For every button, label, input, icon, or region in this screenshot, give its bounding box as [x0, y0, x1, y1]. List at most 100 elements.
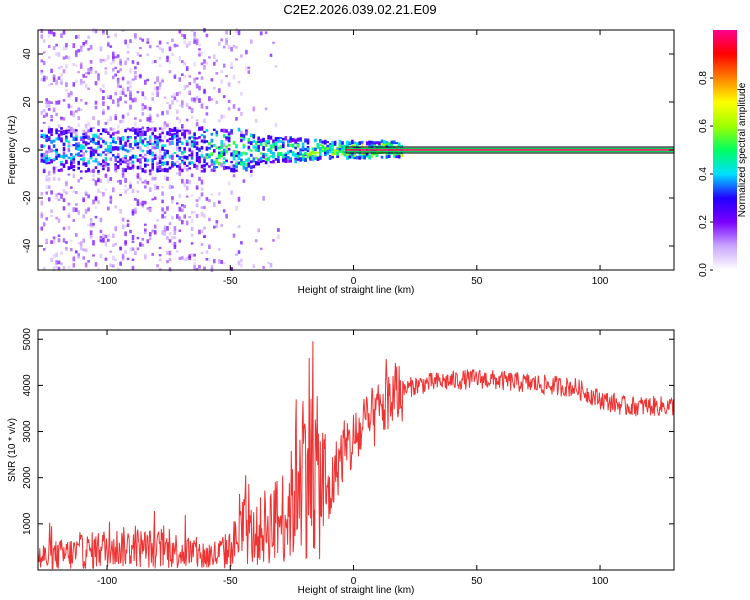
spectrogram-cell: [193, 262, 196, 266]
spectrogram-cell: [126, 80, 130, 85]
spectrogram-cell: [254, 239, 258, 243]
spectrogram-cell: [40, 155, 44, 159]
spectrogram-cell: [245, 158, 248, 162]
spectrogram-cell: [47, 150, 51, 154]
spectrogram-cell: [42, 152, 46, 158]
spectrogram-cell: [259, 142, 263, 146]
spectrogram-cell: [213, 54, 216, 59]
spectrogram-cell: [114, 73, 117, 77]
spectrogram-cell: [168, 137, 172, 141]
spectrogram-cell: [353, 141, 357, 146]
spectrogram-cell: [227, 140, 231, 143]
spectrogram-cell: [75, 233, 78, 237]
spectrogram-cell: [289, 140, 292, 143]
spectrogram-cell: [166, 123, 169, 128]
spectrogram-cell: [225, 159, 228, 162]
spectrogram-cell: [346, 156, 349, 160]
spectrogram-cell: [99, 239, 103, 243]
spectrogram-cell: [385, 153, 389, 159]
spectrogram-cell: [87, 87, 90, 91]
spectrogram-cell: [205, 146, 209, 151]
spectrogram-cell: [50, 129, 53, 134]
spectrogram-cell: [220, 223, 223, 228]
spectrogram-cell: [94, 29, 98, 34]
spectrogram-cell: [163, 155, 167, 159]
spectrogram-cell: [151, 165, 154, 170]
spectrogram-cell: [183, 34, 186, 40]
spectrogram-cell: [139, 132, 142, 137]
spectrogram-cell: [193, 164, 196, 169]
spectrogram-cell: [252, 134, 256, 139]
spectrogram-cell: [282, 143, 285, 149]
spectrogram-cell: [65, 46, 68, 51]
spectrogram-cell: [168, 267, 172, 272]
colorbar: 0.00.20.40.60.8 Normalized spectral ampl…: [698, 30, 748, 277]
spectrogram-cell: [200, 229, 204, 234]
spectrogram-cell: [131, 240, 135, 243]
spectrogram-cell: [188, 75, 191, 78]
spectrogram-cell: [136, 158, 140, 163]
spectrogram-cell: [198, 176, 201, 181]
spectrogram-cell: [139, 130, 142, 134]
spectrogram-cell: [72, 159, 76, 164]
spectrogram-cell: [97, 75, 100, 81]
spectrogram-cell: [220, 154, 223, 158]
spectrogram-cell: [205, 250, 209, 254]
spectrogram-cell: [176, 92, 179, 96]
spectrogram-cell: [65, 130, 68, 135]
spectrogram-cell: [141, 204, 145, 208]
spectrogram-cell: [198, 52, 201, 57]
spectrogram-cell: [57, 238, 61, 243]
spectrogram-cell: [156, 219, 159, 222]
spectrogram-cell: [235, 117, 238, 121]
spectrogram-cell: [166, 176, 169, 181]
spectrogram-cell: [311, 149, 315, 154]
x-tick-label: 50: [471, 276, 483, 287]
spectrogram-cell: [195, 199, 199, 202]
spectrogram-cell: [75, 136, 78, 141]
spectrogram-cell: [109, 194, 113, 198]
spectrogram-cell: [309, 157, 312, 160]
spectrogram-cell: [136, 180, 140, 184]
spectrogram-cell: [45, 138, 48, 142]
spectrogram-cell: [168, 133, 172, 136]
spectrogram-cell: [287, 139, 290, 142]
spectrogram-cell: [326, 141, 329, 144]
spectrogram-cell: [146, 38, 150, 42]
spectrogram-cell: [107, 238, 110, 242]
spectrogram-cell: [190, 242, 194, 245]
spectrogram-cell: [232, 233, 236, 238]
spectrogram-cell: [235, 160, 238, 164]
spectrogram-cell: [109, 199, 113, 204]
spectrogram-cell: [77, 255, 80, 259]
spectrogram-cell: [208, 153, 211, 156]
spectrogram-cell: [45, 155, 48, 161]
spectrogram-cell: [84, 40, 88, 44]
spectrogram-cell: [151, 154, 154, 159]
spectrogram-cell: [400, 151, 403, 154]
spectrogram-cell: [284, 159, 288, 163]
spectrogram-cell: [141, 238, 145, 241]
spectrogram-cell: [314, 138, 317, 143]
spectrogram-cell: [314, 147, 317, 151]
spectrogram-cell: [109, 147, 113, 152]
colorbar-tick-label: 0.8: [698, 71, 709, 85]
spectrogram-cell: [203, 168, 206, 173]
spectrogram-cell: [151, 91, 154, 96]
spectrogram-cells: [40, 28, 403, 272]
spectrogram-cell: [42, 169, 46, 173]
spectrogram-cell: [124, 160, 127, 164]
spectrogram-cell: [144, 137, 147, 141]
spectrogram-cell: [72, 207, 76, 213]
spectrogram-cell: [119, 140, 122, 145]
spectrogram-cell: [97, 169, 100, 173]
spectrogram-cell: [92, 160, 95, 163]
spectrogram-cell: [82, 197, 85, 202]
spectrogram-cell: [181, 124, 184, 128]
spectrogram-cell: [55, 137, 58, 141]
spectrogram-cell: [213, 169, 216, 172]
spectrogram-cell: [181, 60, 184, 63]
spectrogram-cell: [148, 44, 152, 49]
spectrogram-cell: [198, 48, 201, 51]
spectrogram-cell: [99, 132, 103, 136]
